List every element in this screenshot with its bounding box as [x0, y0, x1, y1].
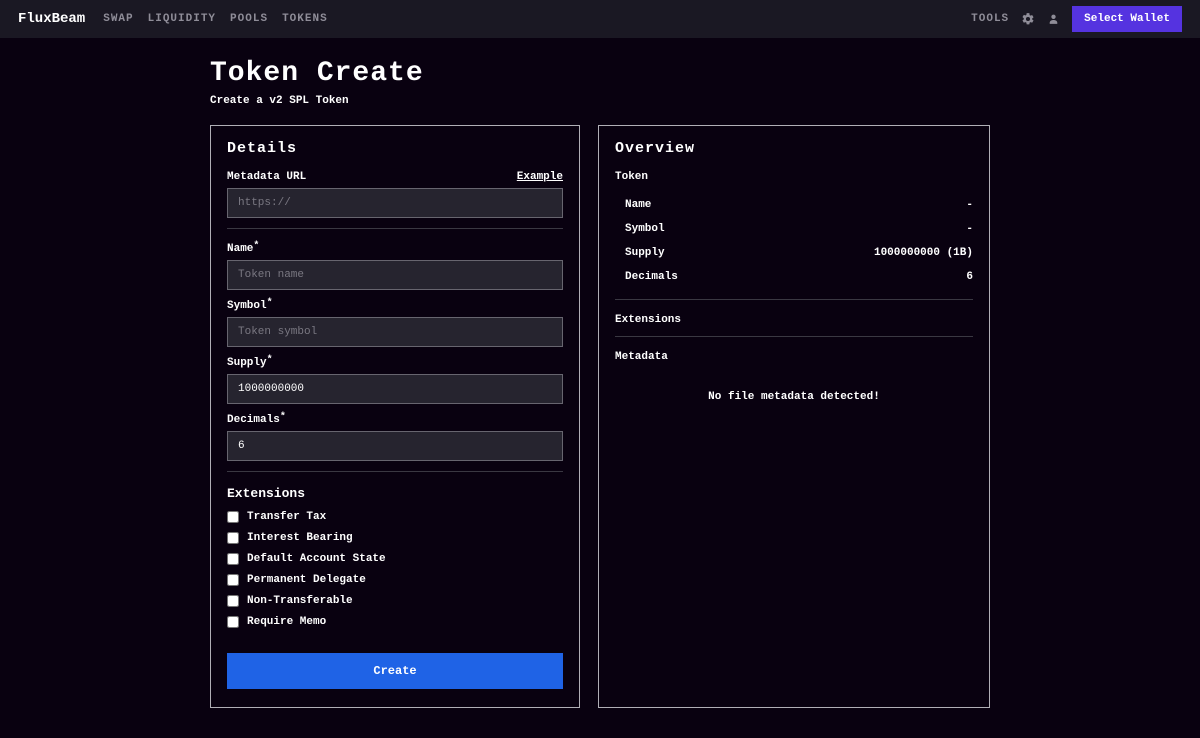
- nav-tokens[interactable]: TOKENS: [282, 13, 328, 25]
- page-subtitle: Create a v2 SPL Token: [210, 95, 990, 107]
- page-title: Token Create: [210, 58, 990, 89]
- details-title: Details: [227, 140, 563, 157]
- divider: [227, 228, 563, 229]
- extension-checkbox[interactable]: [227, 511, 239, 523]
- details-panel: Details Metadata URL Example Name*: [210, 125, 580, 708]
- overview-key: Decimals: [615, 271, 678, 283]
- extension-row[interactable]: Non-Transferable: [227, 595, 563, 607]
- supply-input[interactable]: [227, 374, 563, 404]
- overview-key: Symbol: [615, 223, 665, 235]
- divider: [227, 471, 563, 472]
- overview-value: 6: [966, 271, 973, 283]
- topbar-right: TOOLS Select Wallet: [971, 6, 1182, 32]
- overview-value: -: [966, 223, 973, 235]
- field-metadata-url: Metadata URL Example: [227, 171, 563, 218]
- nav-links: SWAP LIQUIDITY POOLS TOKENS: [103, 13, 327, 25]
- gear-icon[interactable]: [1021, 12, 1035, 26]
- extension-checkbox[interactable]: [227, 574, 239, 586]
- overview-extensions-section: Extensions: [615, 314, 973, 326]
- field-symbol: Symbol*: [227, 300, 563, 347]
- topbar: FluxBeam SWAP LIQUIDITY POOLS TOKENS TOO…: [0, 0, 1200, 38]
- symbol-label: Symbol*: [227, 300, 273, 312]
- extension-checkbox[interactable]: [227, 616, 239, 628]
- decimals-label: Decimals*: [227, 414, 286, 426]
- example-link[interactable]: Example: [517, 171, 563, 183]
- extension-label: Default Account State: [247, 553, 386, 565]
- field-decimals: Decimals*: [227, 414, 563, 461]
- extension-checkbox[interactable]: [227, 595, 239, 607]
- overview-row: Name -: [615, 193, 973, 217]
- overview-value: -: [966, 199, 973, 211]
- metadata-url-input[interactable]: [227, 188, 563, 218]
- metadata-url-label: Metadata URL: [227, 171, 306, 183]
- overview-rows: Name - Symbol - Supply 1000000000 (1B) Decimal…: [615, 193, 973, 289]
- overview-row: Supply 1000000000 (1B): [615, 241, 973, 265]
- extension-row[interactable]: Default Account State: [227, 553, 563, 565]
- nav-swap[interactable]: SWAP: [103, 13, 133, 25]
- extension-row[interactable]: Transfer Tax: [227, 511, 563, 523]
- person-icon[interactable]: [1047, 13, 1060, 26]
- overview-value: 1000000000 (1B): [874, 247, 973, 259]
- extension-label: Permanent Delegate: [247, 574, 366, 586]
- overview-row: Symbol -: [615, 217, 973, 241]
- create-button[interactable]: Create: [227, 653, 563, 689]
- overview-row: Decimals 6: [615, 265, 973, 289]
- overview-key: Name: [615, 199, 651, 211]
- extensions-list: Transfer Tax Interest Bearing Default Acco…: [227, 511, 563, 628]
- tools-link[interactable]: TOOLS: [971, 13, 1009, 25]
- extension-checkbox[interactable]: [227, 532, 239, 544]
- supply-label: Supply*: [227, 357, 273, 369]
- name-input[interactable]: [227, 260, 563, 290]
- symbol-input[interactable]: [227, 317, 563, 347]
- extension-label: Transfer Tax: [247, 511, 326, 523]
- panels: Details Metadata URL Example Name*: [210, 125, 990, 708]
- divider: [615, 336, 973, 337]
- name-label: Name*: [227, 243, 259, 255]
- page-container: Token Create Create a v2 SPL Token Detai…: [210, 38, 990, 728]
- extension-label: Interest Bearing: [247, 532, 353, 544]
- overview-metadata-section: Metadata: [615, 351, 973, 363]
- overview-key: Supply: [615, 247, 665, 259]
- select-wallet-button[interactable]: Select Wallet: [1072, 6, 1182, 32]
- brand[interactable]: FluxBeam: [18, 11, 85, 27]
- overview-title: Overview: [615, 140, 973, 157]
- extension-label: Require Memo: [247, 616, 326, 628]
- field-supply: Supply*: [227, 357, 563, 404]
- nav-liquidity[interactable]: LIQUIDITY: [148, 13, 216, 25]
- overview-token-section: Token: [615, 171, 973, 183]
- decimals-input[interactable]: [227, 431, 563, 461]
- overview-panel: Overview Token Name - Symbol - Supply 1000000…: [598, 125, 990, 708]
- extension-row[interactable]: Interest Bearing: [227, 532, 563, 544]
- metadata-empty-message: No file metadata detected!: [615, 373, 973, 421]
- extension-row[interactable]: Require Memo: [227, 616, 563, 628]
- extension-checkbox[interactable]: [227, 553, 239, 565]
- divider: [615, 299, 973, 300]
- extension-row[interactable]: Permanent Delegate: [227, 574, 563, 586]
- field-name: Name*: [227, 243, 563, 290]
- extensions-title: Extensions: [227, 486, 563, 501]
- nav-pools[interactable]: POOLS: [230, 13, 268, 25]
- extension-label: Non-Transferable: [247, 595, 353, 607]
- topbar-left: FluxBeam SWAP LIQUIDITY POOLS TOKENS: [18, 11, 328, 27]
